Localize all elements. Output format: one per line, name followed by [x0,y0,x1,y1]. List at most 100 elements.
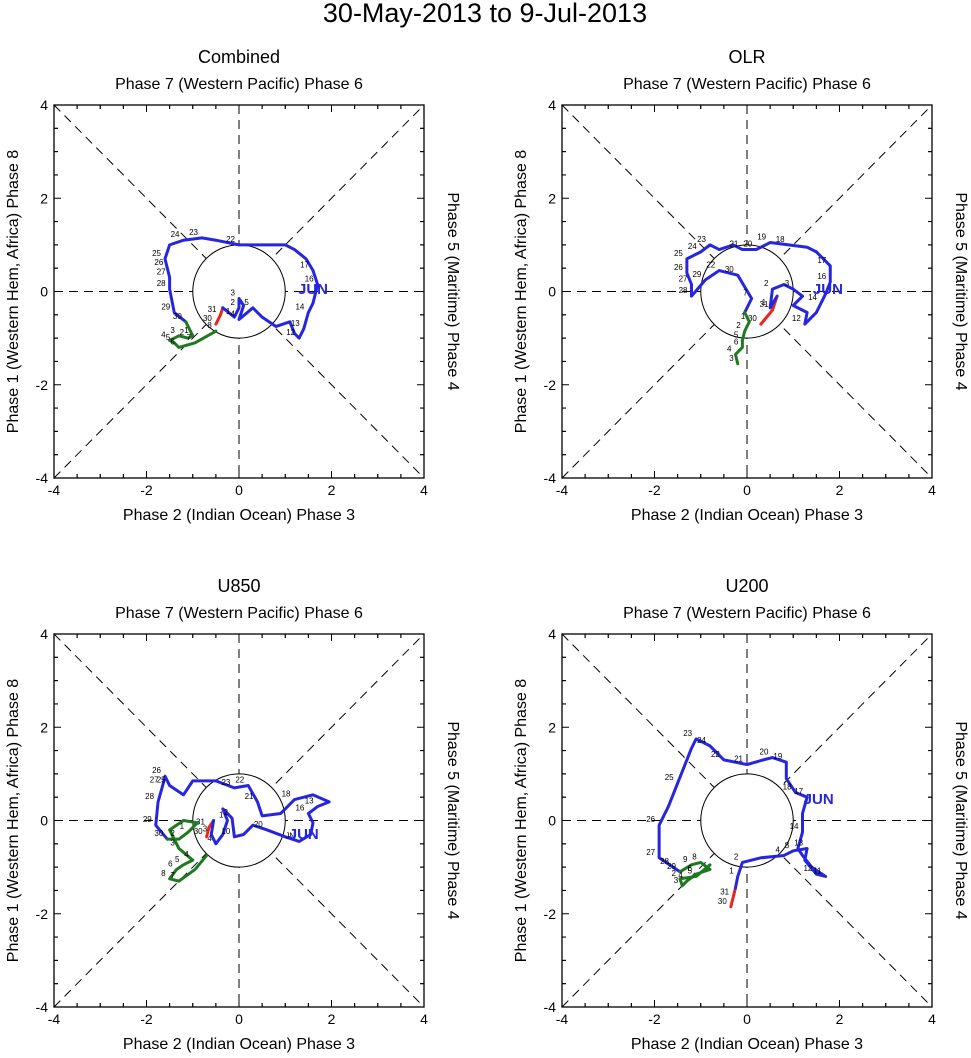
y-tick-label: 4 [548,626,556,642]
top-axis-label: Phase 7 (Western Pacific) Phase 6 [115,76,363,93]
x-tick-label: -2 [140,1011,153,1027]
day-label: 3 [674,876,679,885]
day-label: 8 [207,321,212,330]
x-tick-label: 0 [743,1011,751,1027]
y-tick-label: -4 [544,999,557,1015]
y-tick-label: 4 [548,97,556,113]
day-label: 28 [660,857,669,866]
day-label: 2 [231,298,236,307]
day-label: 18 [282,790,291,799]
y-tick-label: 0 [548,284,556,300]
day-label: 31 [760,300,769,309]
x-tick-label: 4 [928,1011,936,1027]
y-tick-label: 4 [40,626,48,642]
y-tick-label: 0 [548,813,556,829]
day-label: 29 [667,862,676,871]
top-axis-label: Phase 7 (Western Pacific) Phase 6 [623,605,871,622]
month-label: JUN [813,281,843,298]
day-label: 11 [813,866,822,875]
x-tick-label: 4 [420,482,428,498]
series-line-jul [168,320,218,349]
day-label: 24 [171,230,180,239]
day-label: 7 [743,288,748,297]
day-label: 2 [180,328,185,337]
day-label: 5 [244,298,249,307]
day-label: 25 [665,773,674,782]
day-label: 2 [224,808,229,817]
day-label: 30 [194,827,203,836]
day-label: 3 [170,838,175,847]
day-label: 3 [729,354,734,363]
y-tick-label: -4 [544,470,557,486]
day-label: 17 [300,261,309,270]
day-label: 22 [706,261,715,270]
y-tick-label: -2 [36,377,49,393]
day-label: 31 [720,887,729,896]
day-label: 3 [170,326,175,335]
y-tick-label: 2 [40,719,48,735]
x-tick-label: 4 [420,1011,428,1027]
day-label: 21 [729,240,738,249]
day-label: 6 [170,337,175,346]
panel-title: OLR [728,47,765,67]
panel-title: U200 [725,576,768,596]
day-label: 13 [291,319,300,328]
month-label: JUN [298,281,328,298]
y-tick-label: 4 [40,97,48,113]
day-label: 4 [184,850,189,859]
series-line-jul [733,310,751,366]
day-label: 4 [727,344,732,353]
day-label: 14 [295,302,304,311]
day-label: 17 [817,256,826,265]
day-label: 16 [817,272,826,281]
day-label: 5 [734,330,739,339]
day-label: 25 [157,776,166,785]
day-label: 23 [221,778,230,787]
y-tick-label: 2 [40,190,48,206]
day-label: 21 [245,792,254,801]
day-label: 2 [671,869,676,878]
left-axis-label: Phase 1 (Western Hem, Africa) Phase 8 [513,679,530,962]
bottom-axis-label: Phase 2 (Indian Ocean) Phase 3 [631,1036,863,1053]
day-label: 24 [697,736,706,745]
x-tick-label: -4 [556,482,569,498]
y-tick-label: -2 [544,906,557,922]
x-tick-label: -2 [648,482,661,498]
day-label: 1 [184,326,189,335]
top-axis-label: Phase 7 (Western Pacific) Phase 6 [115,605,363,622]
day-label: 3 [785,279,790,288]
bottom-axis-label: Phase 2 (Indian Ocean) Phase 3 [123,1036,355,1053]
day-label: JN [285,831,295,840]
day-label: 6 [734,337,739,346]
series-line-jun [154,774,331,846]
series-line-may [729,886,737,909]
day-label: 6 [168,859,173,868]
month-label: JUN [289,826,319,843]
day-label: 14 [808,293,817,302]
day-label: 23 [697,235,706,244]
x-tick-label: 4 [928,482,936,498]
day-label: 1 [741,312,746,321]
day-label: 2 [764,279,769,288]
x-tick-label: 0 [743,482,751,498]
day-label: 4 [678,871,683,880]
y-tick-label: -4 [36,999,49,1015]
right-axis-label: Phase 5 (Maritime) Phase 4 [444,192,461,390]
x-tick-label: 2 [328,482,336,498]
x-tick-label: -4 [556,1011,569,1027]
series-line-jul [678,860,712,888]
day-label: 26 [152,766,161,775]
day-label: 18 [783,783,792,792]
day-label: 19 [773,752,782,761]
y-tick-label: 0 [40,813,48,829]
series-line-may [214,306,225,326]
top-axis-label: Phase 7 (Western Pacific) Phase 6 [623,76,871,93]
day-label: 27 [679,275,688,284]
x-tick-label: 2 [328,1011,336,1027]
day-label: 29 [143,815,152,824]
right-axis-label: Phase 5 (Maritime) Phase 4 [444,721,461,919]
x-tick-label: 2 [836,482,844,498]
